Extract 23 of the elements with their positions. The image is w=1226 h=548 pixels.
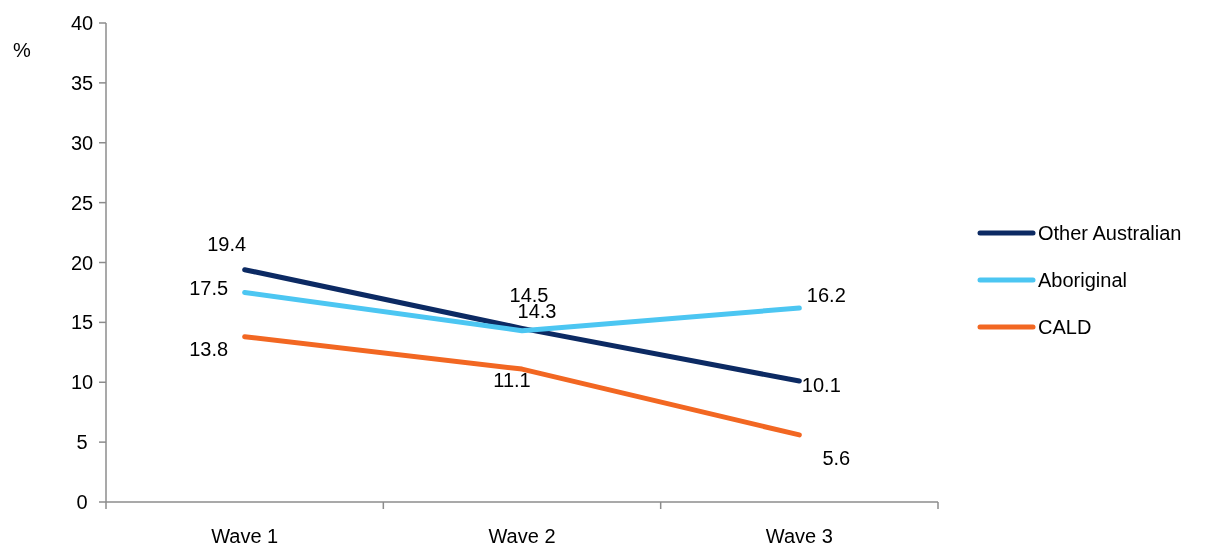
y-tick-label: 10 — [70, 371, 94, 394]
data-label: 11.1 — [493, 369, 531, 392]
data-label: 13.8 — [189, 337, 229, 360]
x-tick-label: Wave 1 — [211, 525, 279, 547]
y-axis-title: % — [13, 39, 32, 61]
data-label: 10.1 — [801, 374, 841, 397]
data-label: 19.4 — [207, 232, 247, 255]
x-tick-label: Wave 2 — [488, 525, 556, 547]
data-label: 17.5 — [189, 277, 229, 300]
legend-label: Other Australian — [1038, 222, 1182, 244]
y-tick-label: 40 — [70, 12, 94, 34]
y-tick-label: 5 — [76, 431, 88, 454]
y-tick-label: 25 — [70, 191, 94, 214]
data-label: 16.2 — [806, 284, 846, 307]
y-tick-label: 35 — [70, 71, 94, 94]
y-tick-label: 0 — [76, 491, 88, 513]
y-tick-label: 30 — [70, 131, 94, 154]
data-label: 5.6 — [822, 446, 851, 469]
x-tick-label: Wave 3 — [765, 525, 833, 547]
y-tick-label: 20 — [70, 251, 94, 274]
y-tick-label: 15 — [70, 311, 94, 334]
legend-label: CALD — [1038, 316, 1092, 338]
legend-label: Aboriginal — [1038, 269, 1127, 291]
